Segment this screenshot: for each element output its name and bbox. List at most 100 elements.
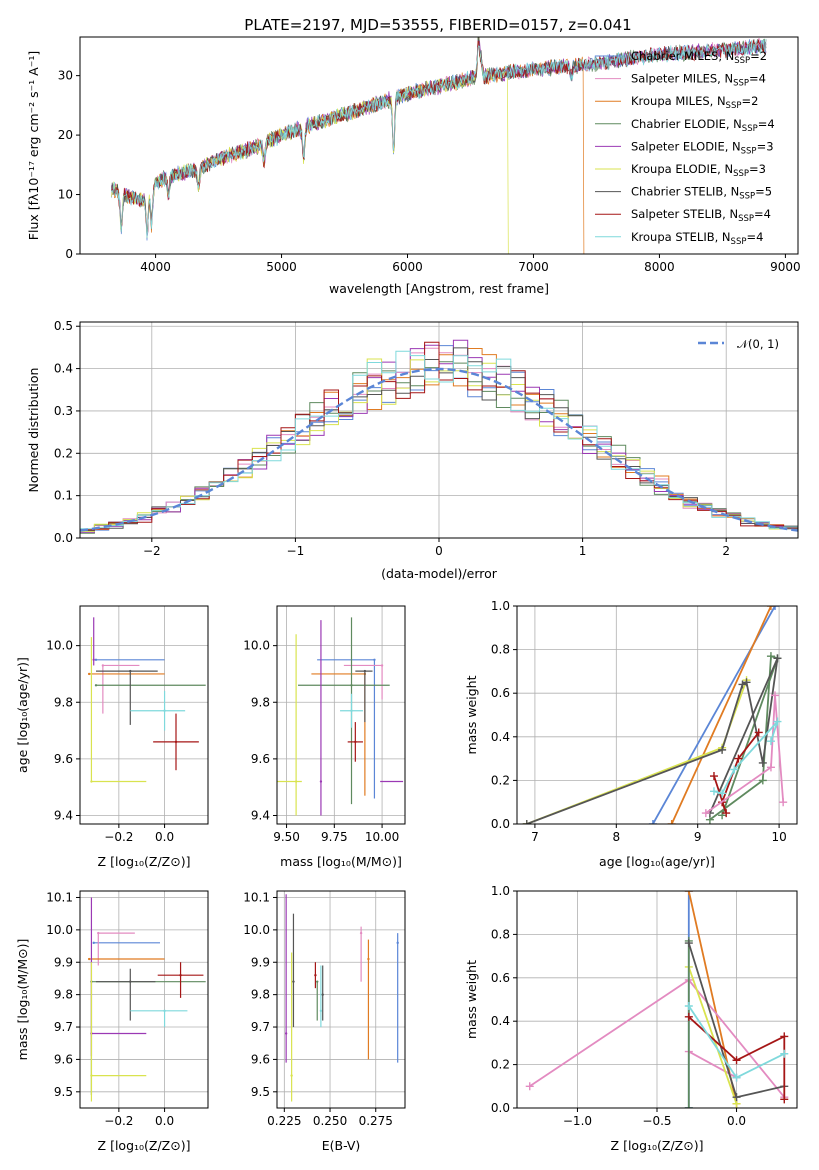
weight-vs-z-frame	[516, 890, 798, 1109]
weight-vs-z-xlabel: Z [log₁₀(Z/Z⊙)]	[611, 1138, 704, 1153]
spectrum-xtick-label: 7000	[518, 260, 549, 274]
spectrum-legend: Chabrier MILES, NSSP=2 Salpeter MILES, NS…	[595, 49, 775, 247]
age-vs-z-errorbar-4-point	[92, 658, 95, 661]
weight-vs-age-ytick-label: 0.4	[491, 730, 510, 744]
residuals-ylabel: Normed distribution	[26, 368, 41, 493]
weight-vs-age-series-5-marker	[754, 728, 763, 737]
residuals-xtick-label: 0	[435, 544, 443, 558]
weight-vs-age-series-1-marker	[766, 606, 775, 610]
mass-vs-z-errorbar-7-point	[179, 974, 182, 977]
weight-vs-age-series-4-marker	[522, 820, 531, 824]
mass-vs-ebv-ytick-label: 10.0	[243, 923, 270, 937]
weight-vs-z-series-8-marker	[780, 1049, 789, 1058]
mass-vs-z-ylabel: mass [log₁₀(M/M⊙)]	[15, 939, 30, 1061]
age-vs-z-plot-area	[87, 617, 206, 783]
weight-vs-z-xtick-label: 0.0	[727, 1114, 746, 1128]
residuals-xtick-label: 1	[579, 544, 587, 558]
mass-vs-ebv-ytick-label: 10.1	[243, 890, 270, 904]
mass-vs-ebv-errorbar-6-point	[292, 980, 295, 983]
weight-vs-z-series-5-marker	[684, 1104, 693, 1108]
weight-vs-age-series-4-marker	[773, 654, 782, 663]
weight-vs-age-series-6-marker	[771, 691, 780, 700]
mass-vs-z-errorbar-8-point	[163, 1009, 166, 1013]
legend-subscript: SSP	[733, 169, 749, 179]
weight-vs-z-series-7-marker	[732, 1056, 741, 1065]
mass-vs-z-xtick-label: 0.0	[155, 1114, 174, 1128]
mass-vs-z-xlabel: Z [log₁₀(Z/Z⊙)]	[98, 1138, 191, 1153]
mass-vs-z-ytick-label: 10.1	[46, 890, 73, 904]
legend-subscript: SSP	[734, 56, 750, 66]
spectrum-xlabel: wavelength [Angstrom, rest frame]	[329, 281, 549, 296]
spectrum-legend-label: Salpeter MILES, NSSP=4	[631, 72, 766, 89]
legend-subscript: SSP	[726, 101, 742, 111]
weight-vs-age-series-7-marker	[718, 789, 727, 798]
mass-vs-z-ytick-label: 9.6	[54, 1052, 73, 1066]
age-vs-z-ytick-label: 9.8	[54, 695, 73, 709]
weight-vs-age-series-7-marker	[773, 717, 782, 726]
weight-vs-z-ytick-label: 0.4	[491, 1014, 510, 1028]
mass-vs-ebv-errorbar-7-point	[314, 974, 317, 977]
weight-vs-z-series-8-marker	[684, 1002, 693, 1011]
weight-vs-z-series-2-marker	[525, 1082, 534, 1091]
mass-vs-ebv-errorbar-8-point	[319, 1009, 323, 1013]
weight-vs-age-series-7-marker	[730, 765, 739, 774]
weight-vs-age-ylabel: mass weight	[464, 675, 479, 754]
weight-vs-age-series-5-marker	[734, 754, 743, 763]
age-vs-z-errorbar-2-point	[87, 672, 91, 676]
age-vs-z-ytick-label: 9.6	[54, 752, 73, 766]
residuals-ytick-label: 0.3	[54, 404, 73, 418]
weight-vs-z-series-6-marker	[732, 1093, 741, 1102]
weight-vs-age-series-3-marker	[718, 811, 727, 820]
mass-vs-ebv-ytick-label: 9.8	[251, 988, 270, 1002]
weight-vs-z-series-6-marker	[684, 939, 693, 948]
spectrum-legend-label: Chabrier STELIB, NSSP=5	[631, 185, 772, 202]
weight-vs-age-xtick-label: 10	[771, 830, 786, 844]
weight-vs-age-series-6-marker	[701, 809, 710, 818]
mass-vs-ebv-errorbar-3-point	[316, 980, 319, 983]
weight-vs-age-series-0-marker	[771, 606, 780, 610]
weight-vs-z-ytick-label: 1.0	[491, 884, 510, 898]
weight-vs-age-series-0-marker	[648, 820, 657, 824]
mass-vs-ebv-errorbar-9-point	[321, 993, 324, 996]
residuals-ytick-label: 0.4	[54, 362, 73, 376]
spectrum-ytick-label: 30	[58, 69, 73, 83]
legend-subscript: SSP	[731, 237, 747, 247]
mass-vs-z-ytick-label: 9.5	[54, 1085, 73, 1099]
age-vs-mass-xtick-label: 9.75	[321, 830, 348, 844]
weight-vs-age-ytick-label: 0.0	[491, 817, 510, 831]
age-vs-mass-errorbar-3-point	[350, 684, 353, 687]
spectrum-xtick-label: 4000	[140, 260, 171, 274]
residual-histogram-kroupa-stelib	[80, 350, 798, 538]
spectrum-legend-label: Chabrier ELODIE, NSSP=4	[631, 117, 775, 134]
weight-vs-z-ytick-label: 0.0	[491, 1101, 510, 1115]
residuals-ytick-label: 0.0	[54, 531, 73, 545]
spectrum-ytick-label: 0	[65, 247, 73, 261]
weight-vs-age-series-7-marker	[766, 737, 775, 746]
age-vs-mass-errorbar-5-point	[294, 780, 298, 783]
weight-vs-age-series-3-marker	[766, 652, 775, 661]
weight-vs-z-series-7-marker	[684, 1012, 693, 1021]
weight-vs-age-xtick-label: 8	[612, 830, 620, 844]
weight-vs-age-xtick-label: 7	[531, 830, 539, 844]
legend-count: =4	[754, 207, 771, 221]
legend-subscript: SSP	[741, 146, 757, 156]
weight-vs-age-frame	[516, 605, 798, 825]
mass-vs-z-errorbar-1-point	[97, 931, 100, 935]
spectrum-legend-label: Salpeter STELIB, NSSP=4	[631, 207, 771, 224]
legend-count: =4	[758, 117, 775, 131]
mass-vs-z-errorbar-5-point	[90, 1074, 93, 1077]
mass-vs-z-plot-area	[87, 897, 206, 1102]
legend-count: =2	[750, 49, 767, 63]
age-vs-z-xlabel: Z [log₁₀(Z/Z⊙)]	[98, 854, 191, 869]
legend-count: =4	[749, 72, 766, 86]
age-vs-mass-xtick-label: 10.00	[365, 830, 399, 844]
mass-vs-z-ytick-label: 9.8	[54, 988, 73, 1002]
weight-vs-z-series-1-marker	[684, 891, 693, 895]
spectrum-legend-label: Kroupa STELIB, NSSP=4	[631, 230, 763, 247]
spectrum-line-kroupa-stelib	[111, 38, 767, 238]
spectrum-legend-label: Chabrier MILES, NSSP=2	[631, 49, 767, 66]
legend-count: =3	[749, 162, 766, 176]
age-vs-mass-errorbar-6-point	[363, 669, 367, 673]
mass-vs-ebv-errorbar-5-point	[290, 1074, 293, 1077]
